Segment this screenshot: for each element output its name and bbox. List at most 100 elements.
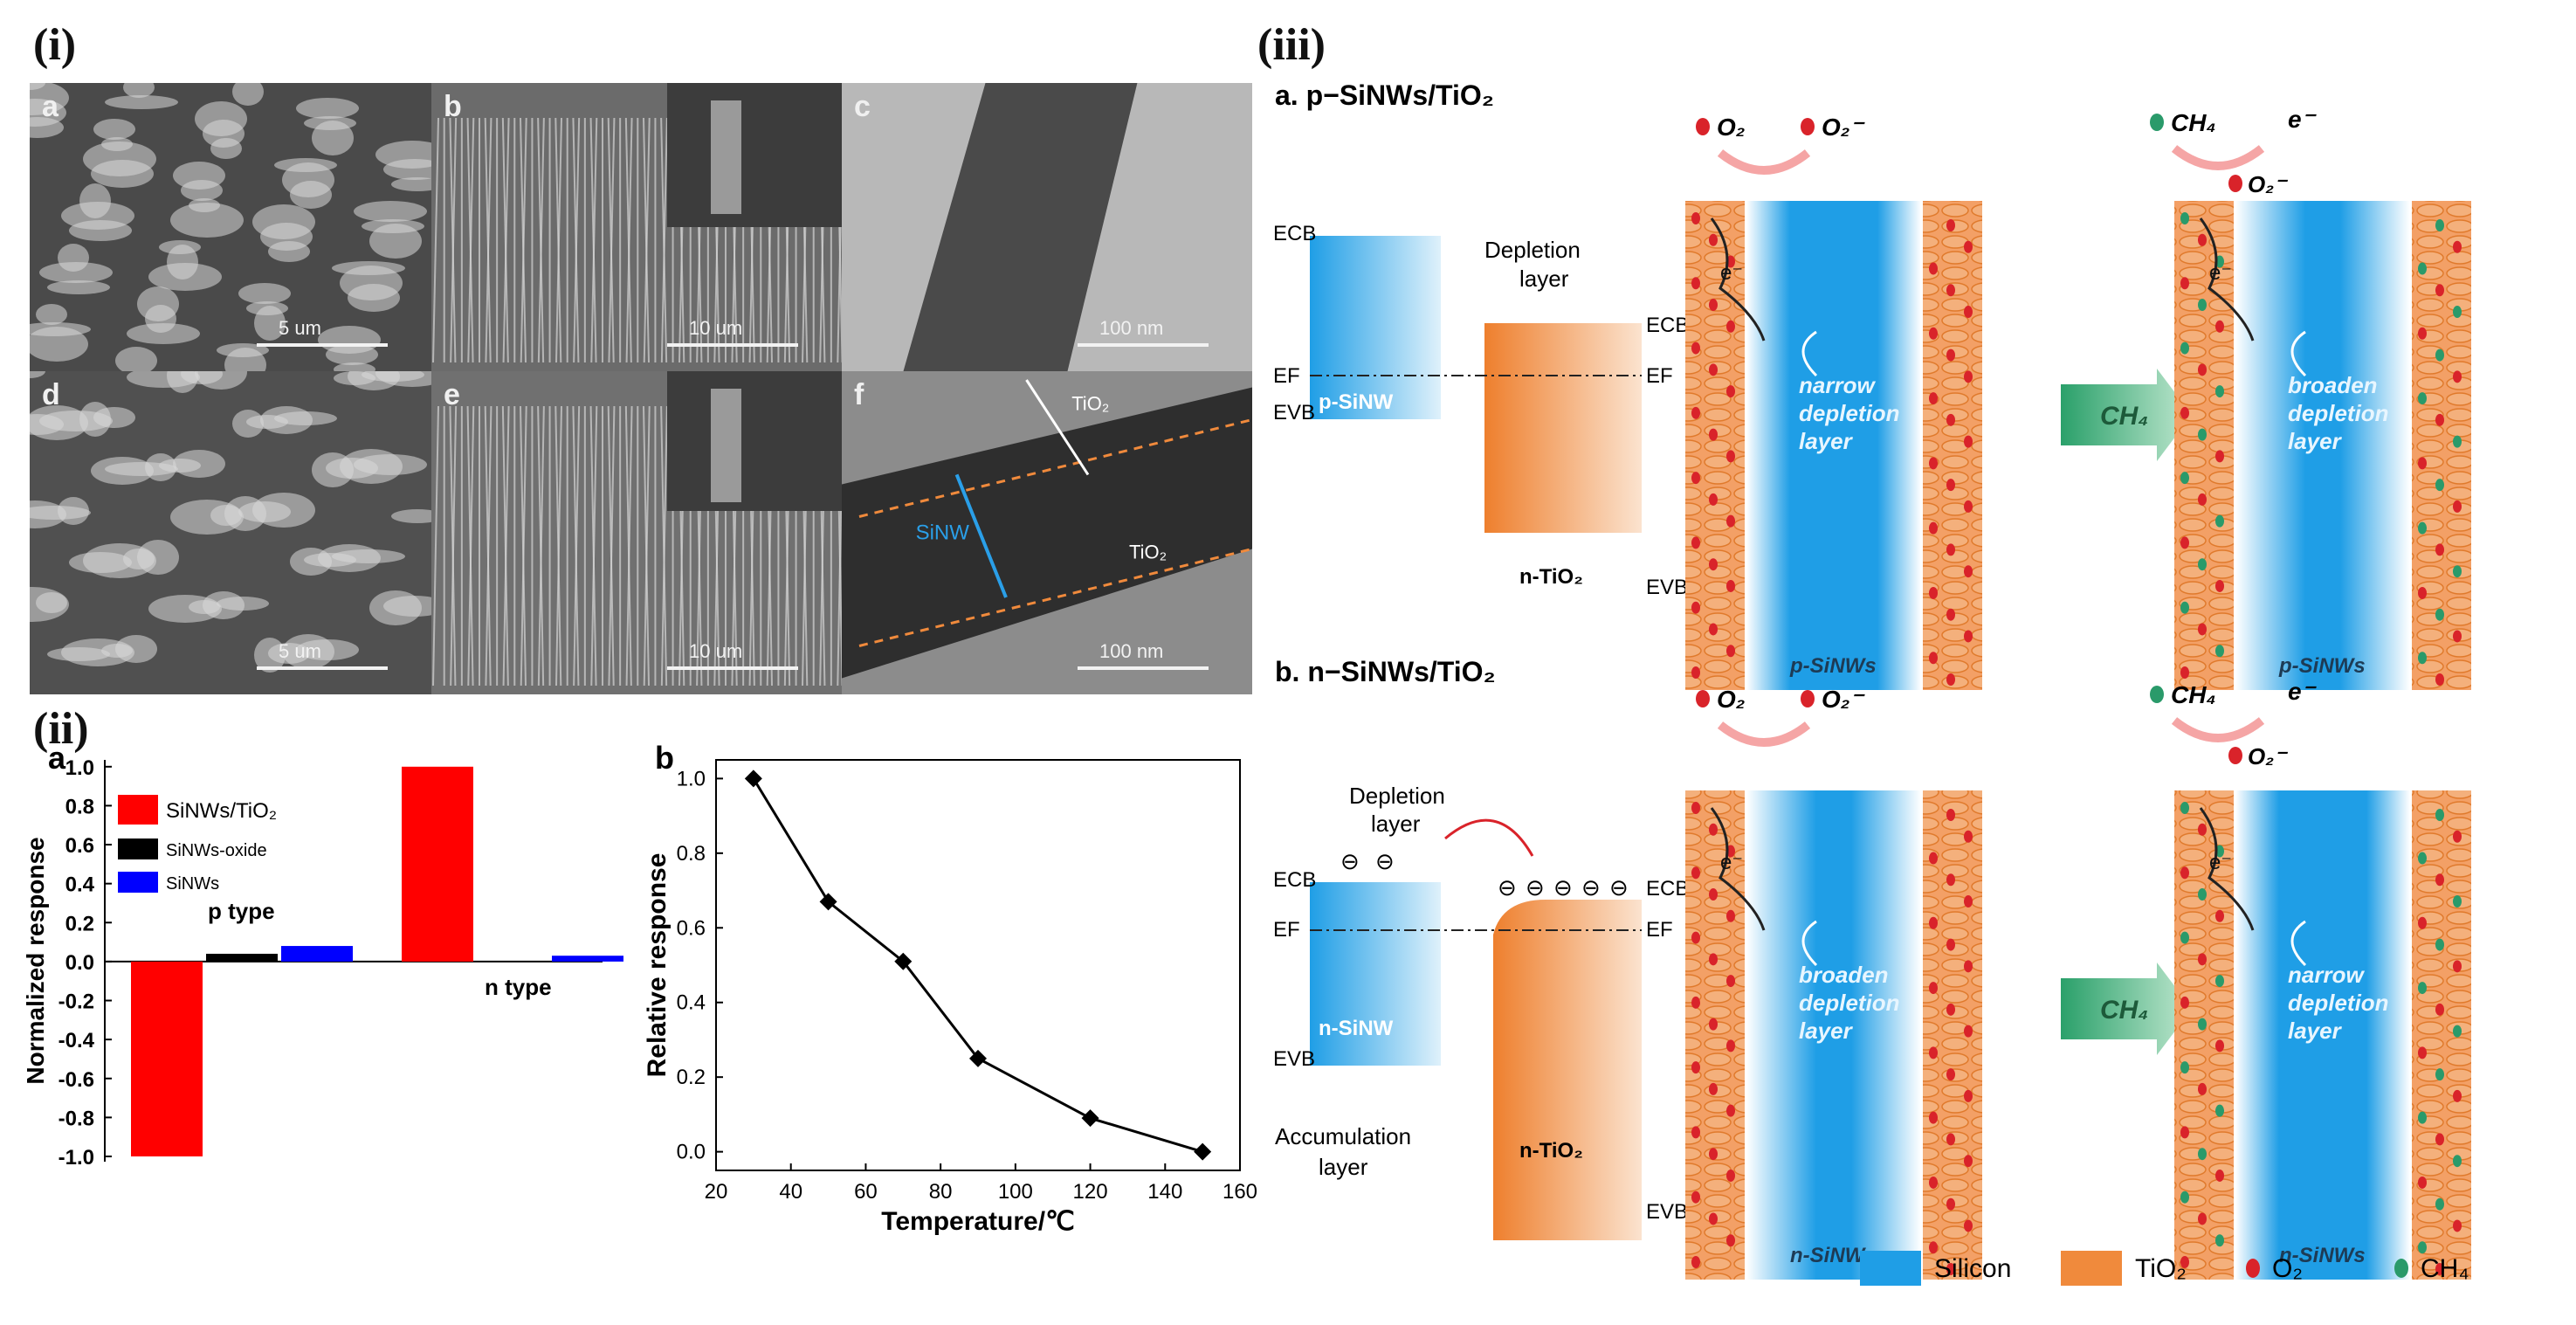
- sem-texture-blob: [354, 201, 427, 222]
- y-tick-label: -0.2: [59, 990, 94, 1014]
- ch4-molecule: [2215, 1234, 2224, 1247]
- x-tick-label: 120: [1073, 1180, 1108, 1204]
- o2-molecule: [1964, 565, 1973, 578]
- o2-molecule: [1709, 1082, 1718, 1095]
- o2-molecule: [2180, 866, 2189, 880]
- ch4-arrow-label: CH₄: [2100, 402, 2148, 431]
- o2-molecule: [2418, 586, 2427, 599]
- o2-molecule: [2435, 413, 2444, 426]
- y-tick-label: 1.0: [65, 756, 94, 780]
- nanowire-line: [520, 117, 527, 363]
- sem-texture-blob: [30, 117, 64, 138]
- o2-molecule: [1709, 888, 1718, 901]
- o2-molecule: [1726, 1234, 1735, 1247]
- o2-molecule: [1691, 1190, 1700, 1204]
- sem-texture-blob: [39, 262, 113, 283]
- o2-molecule: [2198, 953, 2207, 966]
- sem-texture-blob: [170, 203, 244, 238]
- ch4-molecule: [2180, 472, 2189, 485]
- reaction-arrow: [1717, 721, 1811, 747]
- sem-texture-blob: [290, 548, 332, 576]
- sem-texture-blob: [268, 241, 310, 262]
- electron-transfer-arrow: [1444, 818, 1534, 857]
- o2-molecule: [2418, 916, 2427, 929]
- sem-inset: [667, 83, 842, 227]
- interface-dash-top: [858, 418, 1252, 518]
- o2-molecule: [1691, 802, 1700, 814]
- ch4-molecule: [2418, 652, 2427, 665]
- o2-molecule: [1946, 673, 1955, 686]
- y-axis-label: Relative response: [643, 853, 672, 1078]
- charge-symbol: ⊖: [1498, 874, 1517, 901]
- wire-base-label: p-SiNWs: [2278, 654, 2366, 678]
- o2-molecule: [2418, 1046, 2427, 1059]
- sem-panel-e: e 10 um: [431, 371, 842, 694]
- x-tick-label: 40: [779, 1180, 802, 1204]
- legend-swatch: [118, 795, 158, 825]
- scale-bar: [667, 666, 798, 670]
- scale-bar-label: 5 um: [279, 640, 321, 662]
- o2-molecule: [1726, 514, 1735, 528]
- ch4-molecule: [2198, 558, 2207, 571]
- o2-molecule: [1929, 586, 1938, 599]
- depletion-label-b: Depletion: [1349, 783, 1445, 809]
- o2-molecule: [1929, 1046, 1938, 1059]
- n-tio2-band-b: [1493, 900, 1642, 1240]
- ch4-molecule: [2418, 1241, 2427, 1254]
- sem-texture-blob: [334, 371, 375, 385]
- o2-molecule: [2215, 579, 2224, 592]
- ch4-molecule: [2453, 895, 2462, 908]
- n-tio2-label: n-TiO₂: [1519, 565, 1583, 589]
- o2-molecule: [1946, 219, 1955, 231]
- o2-molecule: [2198, 233, 2207, 246]
- nanowire-line: [643, 405, 651, 687]
- band-diagram-figure: a. p−SiNWs/TiO₂ ECB EF EVB ECB EF EVB Depletion…: [1273, 79, 2471, 1286]
- n-tio2-band: [1484, 323, 1642, 533]
- ch4-molecule: [2215, 255, 2224, 268]
- ch4-molecule: [2180, 931, 2189, 944]
- scale-bar: [667, 343, 798, 347]
- o2-molecule: [2180, 996, 2189, 1009]
- ch4-flow-arrow: [2061, 369, 2192, 461]
- gas-label-o2-minus: O₂⁻: [2248, 743, 2288, 769]
- label-evb-left: EVB: [1273, 401, 1315, 424]
- silicon-core: [1746, 201, 1921, 690]
- sem-texture-blob: [369, 590, 422, 625]
- o2-molecule: [1709, 233, 1718, 246]
- o2-molecule: [1929, 262, 1938, 275]
- tem-label-sinw: SiNW: [916, 521, 970, 544]
- label-evb-right-b: EVB: [1646, 1200, 1688, 1224]
- electron-label: e⁻: [2209, 851, 2232, 874]
- sem-texture-blob: [47, 647, 110, 661]
- nanowire-line: [537, 117, 545, 363]
- wire-label-line2: depletion: [1799, 990, 1900, 1016]
- nanowire-line: [573, 405, 581, 687]
- o2-molecule: [1726, 975, 1735, 988]
- o2-molecule: [2180, 666, 2189, 679]
- o2-molecule: [1964, 1155, 1973, 1168]
- o2-molecule: [2453, 500, 2462, 513]
- label-ecb-left-b: ECB: [1273, 868, 1316, 892]
- nanowire-line: [450, 117, 458, 363]
- o2-molecule: [2228, 747, 2242, 764]
- y-tick-label: 0.8: [677, 842, 706, 866]
- electron-path: [1710, 217, 1766, 342]
- nanowire-line: [643, 117, 651, 363]
- nanowire-line: [555, 117, 562, 363]
- o2-molecule: [1964, 435, 1973, 448]
- sem-texture-blob: [30, 371, 45, 378]
- label-ef-right: EF: [1646, 364, 1673, 388]
- ch4-molecule: [2418, 852, 2427, 865]
- ch4-molecule: [2198, 428, 2207, 441]
- p-sinw-band: [1310, 236, 1441, 419]
- charge-symbol: ⊖: [1375, 848, 1395, 874]
- o2-molecule: [2453, 960, 2462, 973]
- o2-molecule: [1709, 558, 1718, 571]
- ch4-molecule: [2150, 114, 2164, 131]
- data-series-line: [752, 777, 1203, 1154]
- bar-n-type-2: [552, 956, 623, 962]
- legend-label: SiNWs/TiO₂: [166, 799, 277, 823]
- o2-molecule: [2435, 1263, 2444, 1275]
- ch4-molecule: [2453, 565, 2462, 578]
- o2-molecule: [2418, 457, 2427, 470]
